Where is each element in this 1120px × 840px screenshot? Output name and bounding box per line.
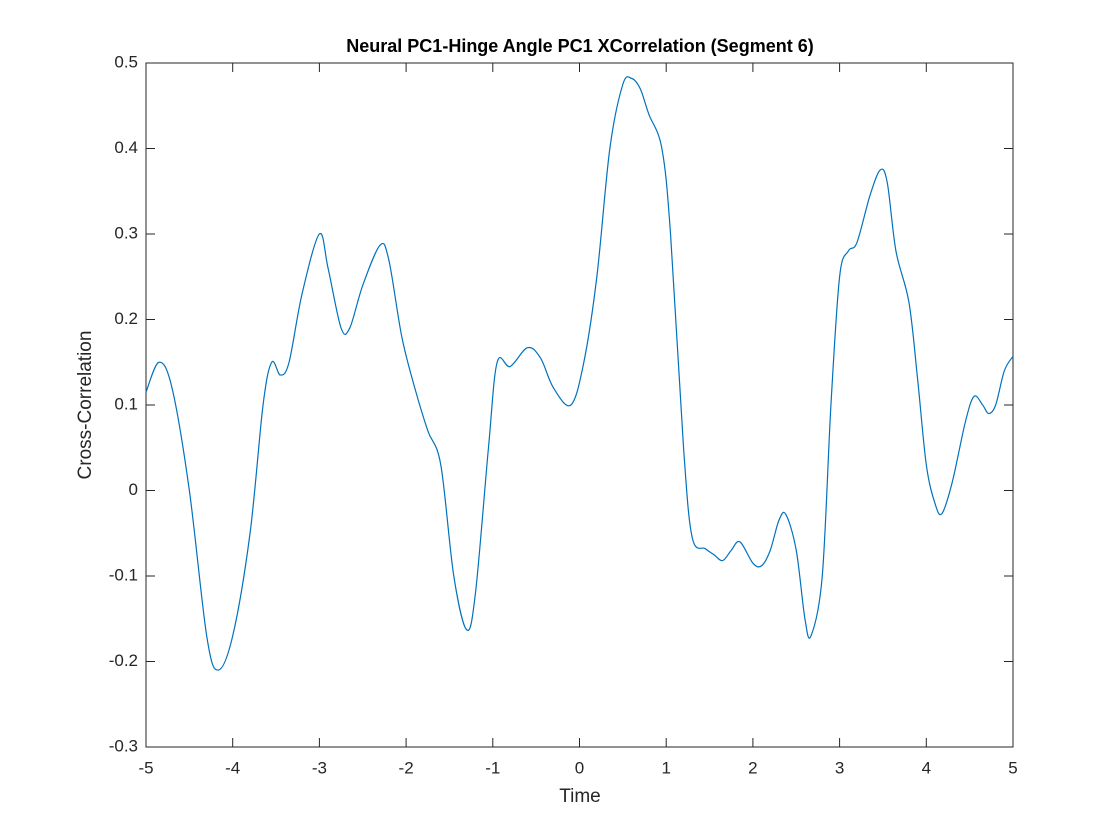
x-tick-label: -5 [138, 758, 153, 777]
y-tick-label: 0.1 [114, 394, 138, 413]
y-tick-label: 0.5 [114, 52, 138, 71]
x-tick-label: 0 [575, 758, 584, 777]
plot-area [145, 62, 1014, 748]
y-tick-label: 0.3 [114, 223, 138, 242]
chart-title: Neural PC1-Hinge Angle PC1 XCorrelation … [346, 36, 813, 56]
x-tick-label: 5 [1008, 758, 1017, 777]
y-axis-label: Cross-Correlation [75, 331, 96, 480]
x-tick-label: 2 [748, 758, 757, 777]
y-tick-label: -0.3 [109, 736, 138, 755]
x-tick-label: -2 [399, 758, 414, 777]
x-tick-label: 4 [922, 758, 931, 777]
y-tick-label: -0.1 [109, 565, 138, 584]
y-tick-label: -0.2 [109, 651, 138, 670]
y-tick-label: 0.2 [114, 309, 138, 328]
x-axis-label: Time [559, 786, 601, 807]
y-tick-label: 0 [129, 480, 138, 499]
x-tick-label: -1 [485, 758, 500, 777]
x-tick-label: 1 [661, 758, 670, 777]
x-tick-label: 3 [835, 758, 844, 777]
x-tick-label: -4 [225, 758, 240, 777]
x-tick-label: -3 [312, 758, 327, 777]
y-tick-label: 0.4 [114, 138, 138, 157]
data-line [145, 76, 1014, 671]
